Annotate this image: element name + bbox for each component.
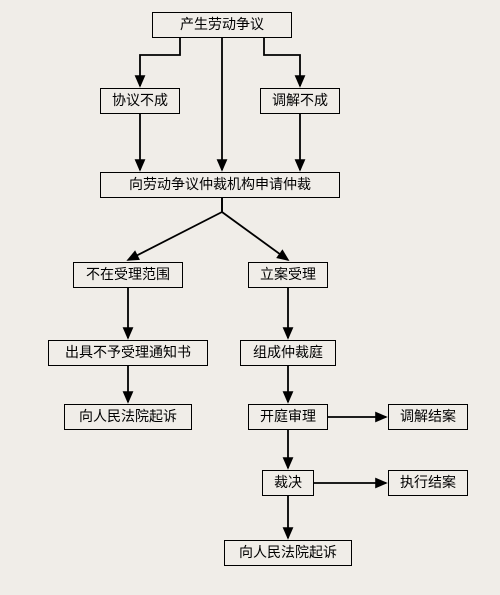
node-label: 调解不成 bbox=[272, 94, 328, 109]
flowchart-node: 向劳动争议仲裁机构申请仲裁 bbox=[100, 172, 340, 198]
flowchart-node: 立案受理 bbox=[248, 262, 328, 288]
node-label: 出具不予受理通知书 bbox=[65, 346, 191, 361]
node-label: 开庭审理 bbox=[260, 410, 316, 425]
flowchart-node: 产生劳动争议 bbox=[152, 12, 292, 38]
flowchart-node: 协议不成 bbox=[100, 88, 180, 114]
node-label: 执行结案 bbox=[400, 476, 456, 491]
node-label: 向劳动争议仲裁机构申请仲裁 bbox=[129, 178, 311, 193]
flowchart-node: 向人民法院起诉 bbox=[64, 404, 192, 430]
flowchart-node: 调解不成 bbox=[260, 88, 340, 114]
node-label: 产生劳动争议 bbox=[180, 18, 264, 33]
flowchart-node: 执行结案 bbox=[388, 470, 468, 496]
node-label: 立案受理 bbox=[260, 268, 316, 283]
node-label: 向人民法院起诉 bbox=[79, 410, 177, 425]
flowchart-node: 出具不予受理通知书 bbox=[48, 340, 208, 366]
flowchart-node: 向人民法院起诉 bbox=[224, 540, 352, 566]
node-label: 裁决 bbox=[274, 476, 302, 491]
node-label: 向人民法院起诉 bbox=[239, 546, 337, 561]
flowchart-node: 开庭审理 bbox=[248, 404, 328, 430]
flowchart-edge bbox=[128, 198, 222, 260]
flowchart-edge bbox=[222, 198, 288, 260]
flowchart-node: 裁决 bbox=[262, 470, 314, 496]
node-label: 协议不成 bbox=[112, 94, 168, 109]
flowchart-node: 组成仲裁庭 bbox=[240, 340, 336, 366]
flowchart-node: 不在受理范围 bbox=[73, 262, 183, 288]
flowchart-node: 调解结案 bbox=[388, 404, 468, 430]
flowchart-edges bbox=[0, 0, 500, 595]
flowchart-edge bbox=[140, 38, 180, 86]
node-label: 调解结案 bbox=[400, 410, 456, 425]
flowchart-edge bbox=[264, 38, 300, 86]
node-label: 组成仲裁庭 bbox=[253, 346, 323, 361]
node-label: 不在受理范围 bbox=[86, 268, 170, 283]
